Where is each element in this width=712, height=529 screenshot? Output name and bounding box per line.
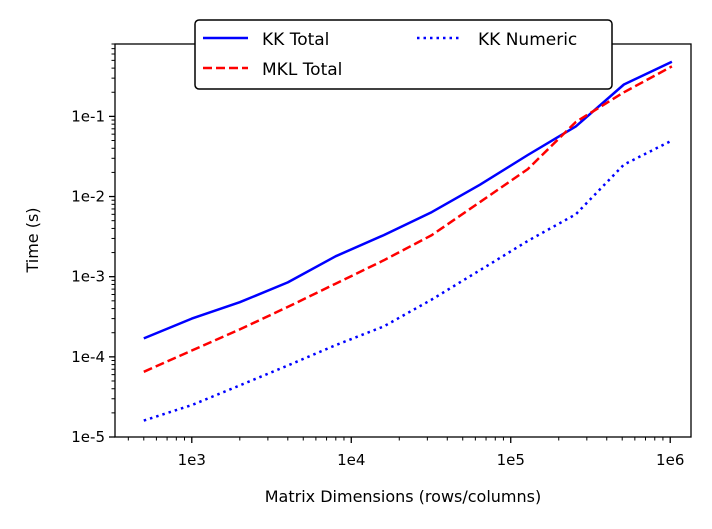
y-tick-label: 1e-1 bbox=[71, 107, 105, 125]
legend-label-kk-total: KK Total bbox=[262, 30, 329, 50]
y-tick-label: 1e-3 bbox=[71, 268, 105, 286]
y-tick-label: 1e-5 bbox=[71, 428, 105, 446]
x-tick-label: 1e5 bbox=[497, 451, 525, 469]
series-line-kk-total bbox=[143, 60, 673, 340]
y-axis: 1e-5 1e-4 1e-3 1e-2 1e-1 bbox=[71, 107, 115, 446]
minor-ticks bbox=[111, 43, 664, 441]
series-line-mkl-total bbox=[143, 65, 673, 373]
x-tick-label: 1e4 bbox=[337, 451, 365, 469]
y-axis-label: Time (s) bbox=[23, 207, 42, 273]
x-axis-label: Matrix Dimensions (rows/columns) bbox=[265, 487, 541, 506]
x-tick-label: 1e3 bbox=[178, 451, 206, 469]
legend-label-mkl-total: MKL Total bbox=[262, 60, 342, 80]
legend-label-kk-numeric: KK Numeric bbox=[478, 30, 577, 50]
x-tick-label: 1e6 bbox=[656, 451, 684, 469]
x-axis: 1e3 1e4 1e5 1e6 bbox=[178, 437, 684, 469]
y-tick-label: 1e-2 bbox=[71, 188, 105, 206]
series-layer bbox=[143, 60, 673, 422]
y-tick-label: 1e-4 bbox=[71, 348, 105, 366]
legend: KK Total KK Numeric MKL Total bbox=[194, 19, 613, 90]
legend-box bbox=[194, 19, 613, 90]
